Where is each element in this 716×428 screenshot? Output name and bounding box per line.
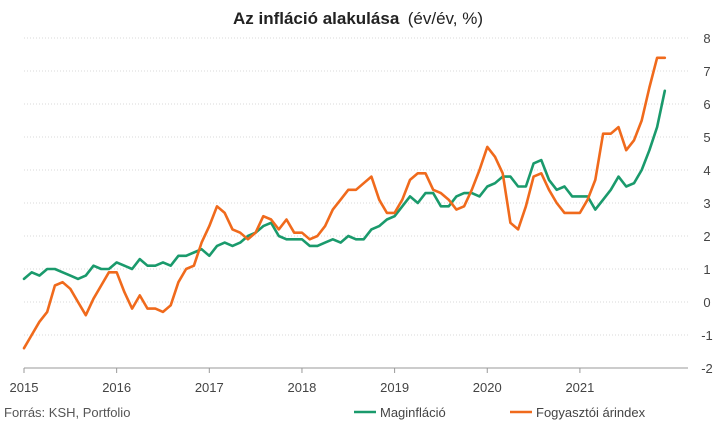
series-line-cpi (22, 56, 667, 350)
y-tick-label: 1 (703, 262, 710, 277)
y-tick-label: 5 (703, 130, 710, 145)
y-tick-label: -1 (701, 328, 713, 343)
x-tick-label: 2018 (287, 380, 316, 395)
chart-title: Az infláció alakulása (év/év, %) (233, 9, 483, 28)
chart-title-unit: (év/év, %) (408, 9, 483, 28)
y-tick-label: -2 (701, 361, 713, 376)
y-tick-label: 8 (703, 31, 710, 46)
y-tick-label: 4 (703, 163, 710, 178)
y-tick-label: 0 (703, 295, 710, 310)
x-tick-label: 2015 (10, 380, 39, 395)
x-tick-label: 2021 (565, 380, 594, 395)
series-lines (22, 56, 667, 350)
y-tick-label: 7 (703, 64, 710, 79)
y-tick-label: 2 (703, 229, 710, 244)
x-tick-label: 2020 (473, 380, 502, 395)
legend-label: Fogyasztói árindex (536, 405, 646, 420)
y-tick-label: 3 (703, 196, 710, 211)
x-tick-label: 2019 (380, 380, 409, 395)
gridlines (24, 37, 688, 369)
y-axis-tick-labels: 8 7 6 5 4 3 2 1 0 -1 -2 (701, 31, 713, 376)
legend: Maginfláció Fogyasztói árindex (354, 405, 646, 420)
legend-label: Maginfláció (380, 405, 446, 420)
y-tick-label: 6 (703, 97, 710, 112)
x-tick-label: 2017 (195, 380, 224, 395)
series-line-core-inflation (22, 89, 667, 281)
x-tick-label: 2016 (102, 380, 131, 395)
x-axis: 2015 2016 2017 2018 2019 2020 2021 (10, 367, 688, 395)
source-note: Forrás: KSH, Portfolio (4, 405, 130, 420)
chart-title-main: Az infláció alakulása (233, 9, 400, 28)
